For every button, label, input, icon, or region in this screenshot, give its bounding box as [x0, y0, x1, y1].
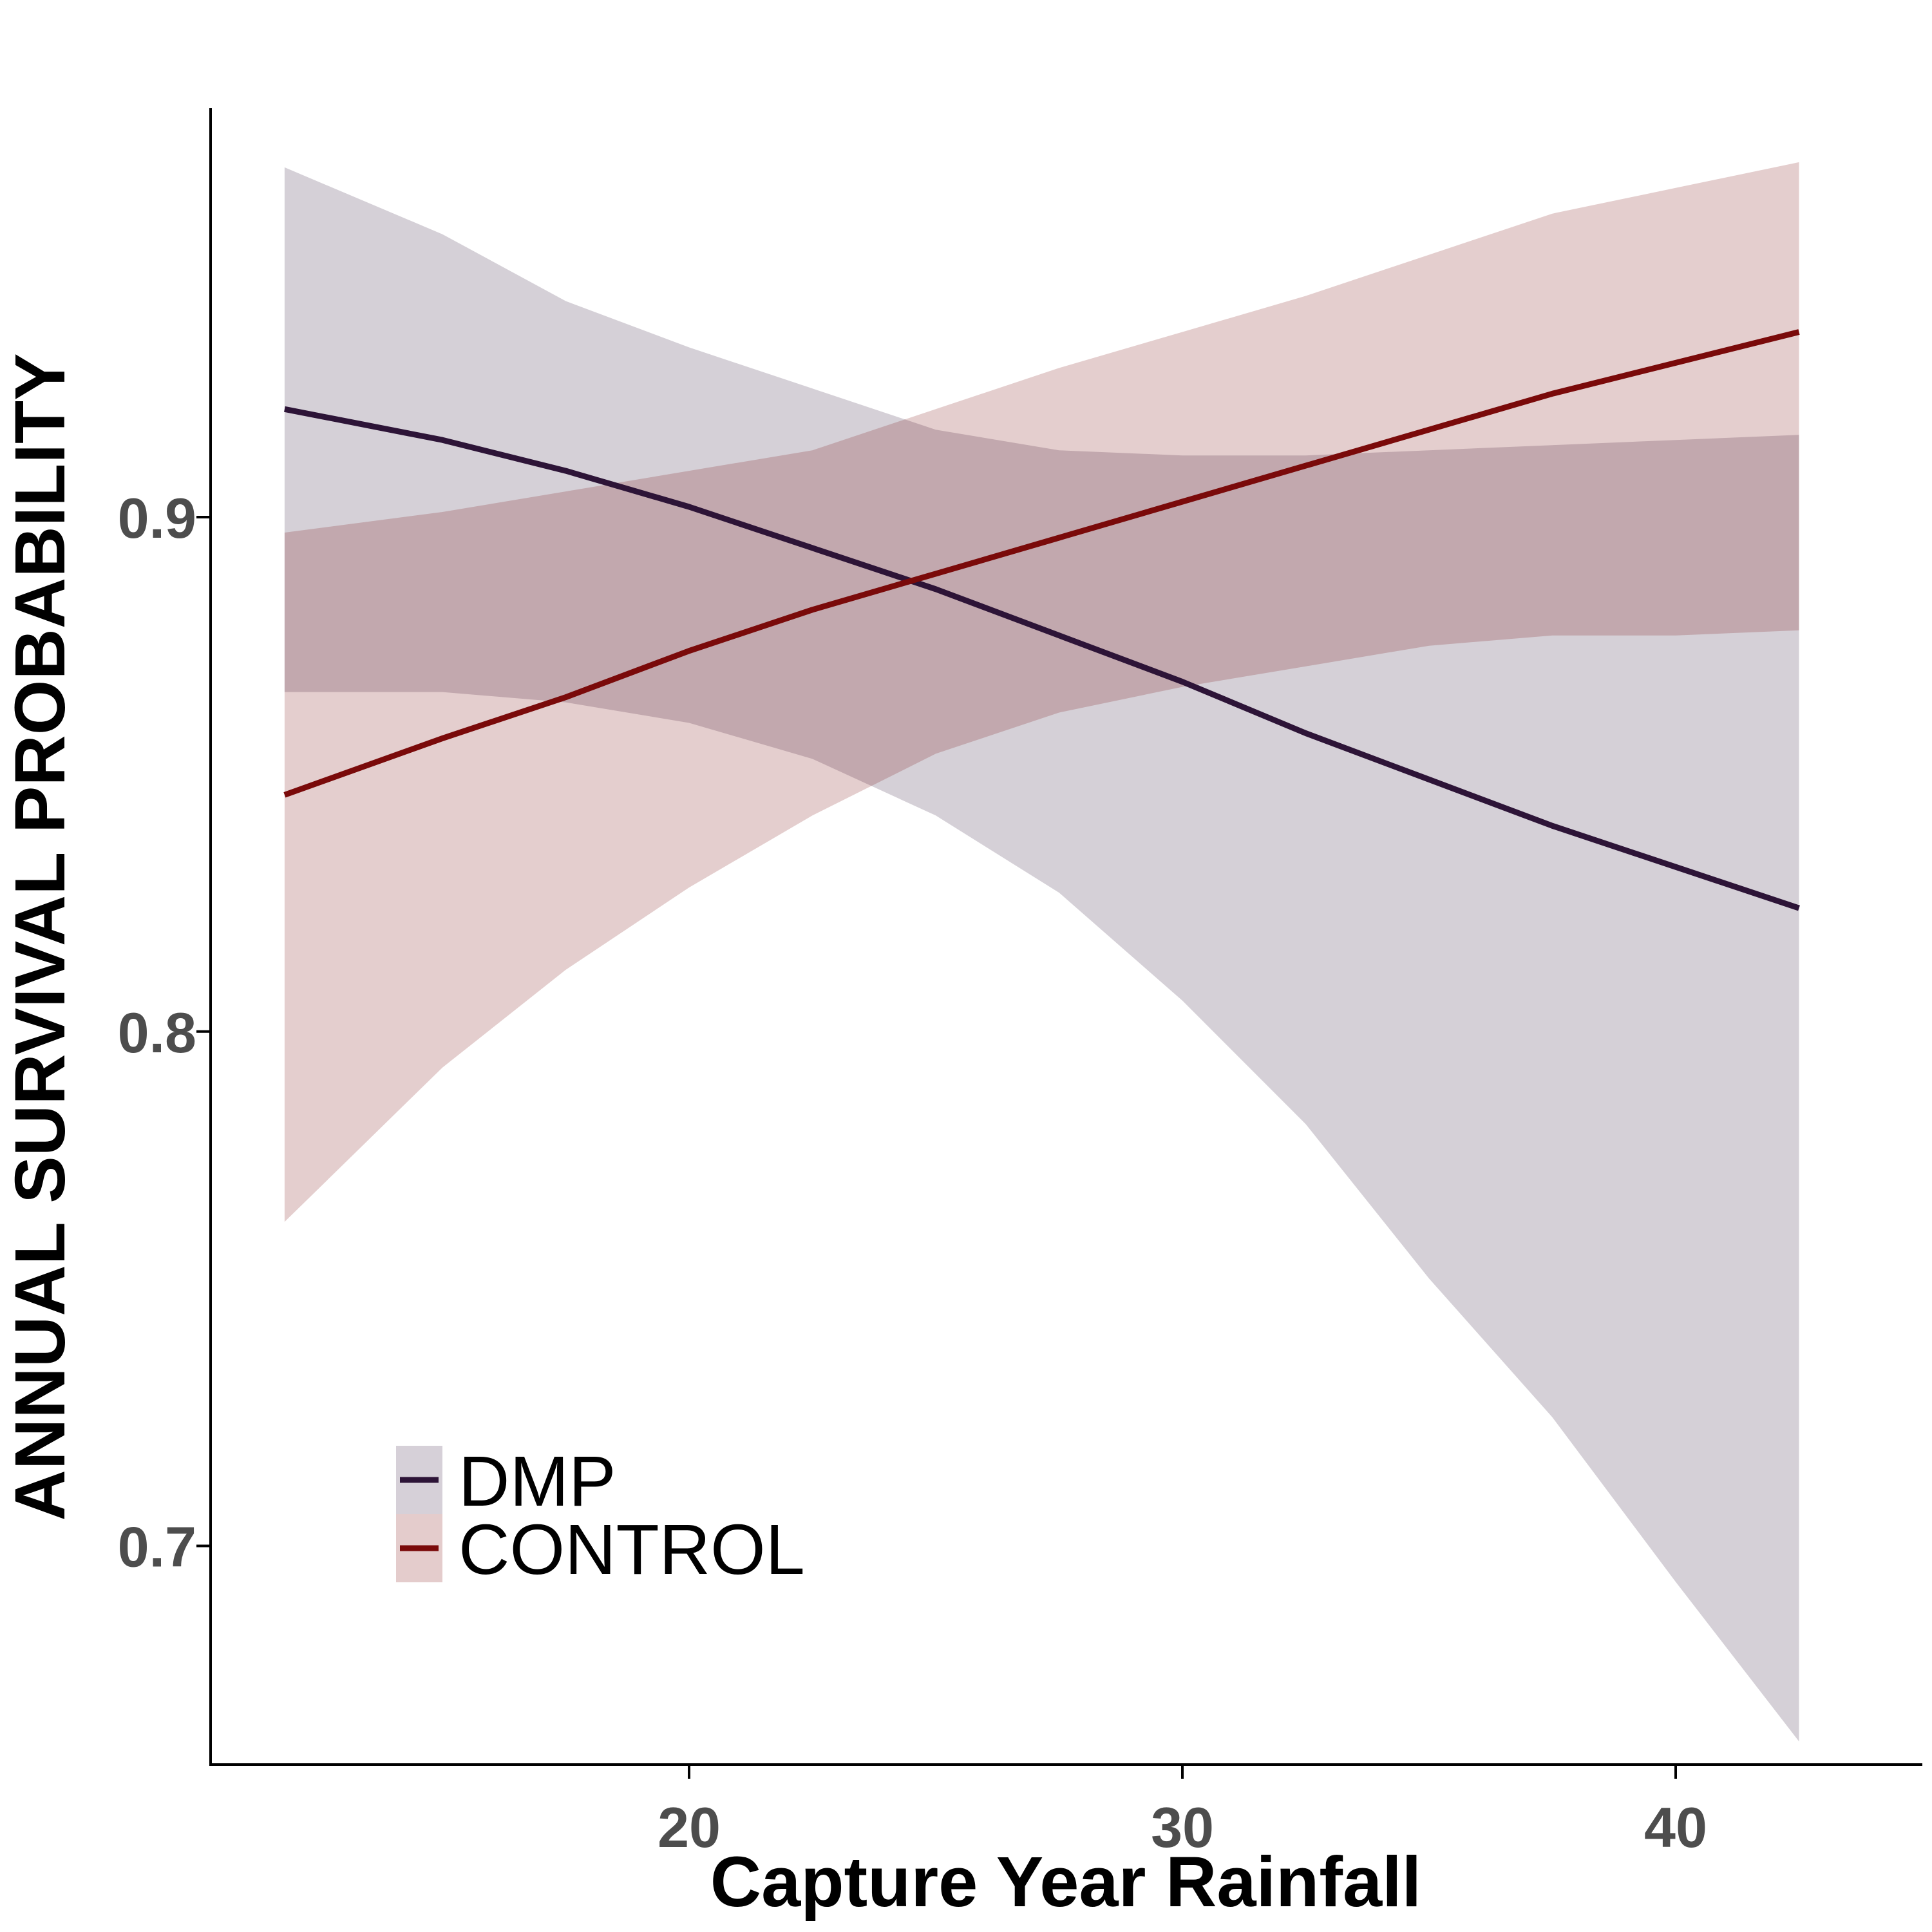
series-lines [283, 329, 1800, 911]
confidence-bands [284, 162, 1799, 1742]
y-axis-title: ANNUAL SURVIVAL PROBABILITY [1, 353, 80, 1520]
x-tick-label: 20 [658, 1795, 721, 1859]
y-tick-label: 0.9 [118, 486, 196, 550]
dmp-line [284, 406, 1800, 911]
y-tick-label: 0.7 [118, 1515, 196, 1579]
x-ticks: 20 30 40 [658, 1765, 1707, 1859]
dmp-confidence-band [284, 167, 1799, 1742]
control-line [283, 329, 1800, 798]
y-ticks: 0.7 0.8 0.9 [118, 486, 211, 1579]
legend-label-dmp: DMP [459, 1442, 616, 1521]
x-tick-label: 30 [1151, 1795, 1214, 1859]
x-tick-label: 40 [1644, 1795, 1707, 1859]
x-axis-title: Capture Year Rainfall [710, 1842, 1422, 1922]
legend-label-control: CONTROL [459, 1510, 805, 1589]
control-confidence-band [284, 162, 1799, 1222]
y-tick-label: 0.8 [118, 1001, 196, 1065]
